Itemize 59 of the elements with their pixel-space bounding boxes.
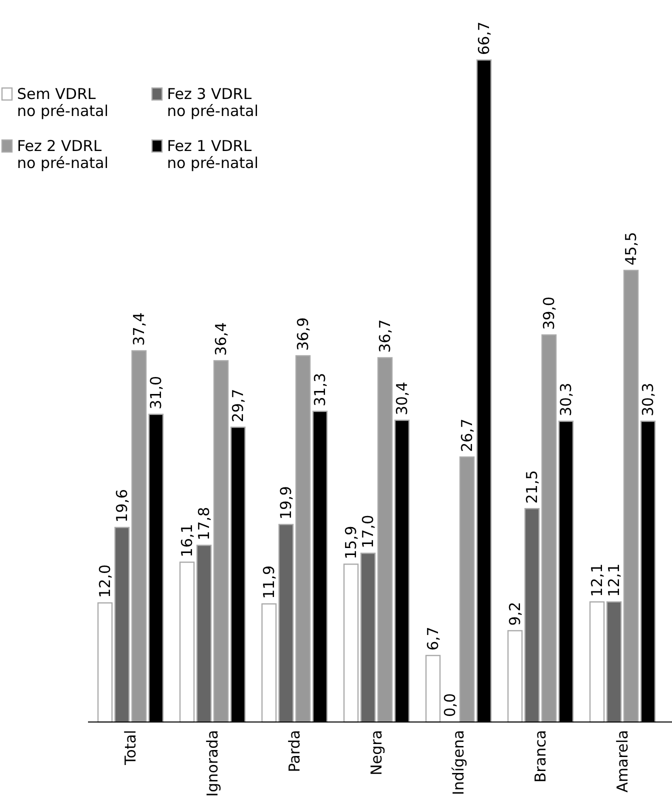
bar — [131, 350, 147, 723]
bar — [507, 630, 523, 723]
bar — [213, 360, 229, 723]
bar — [541, 334, 557, 723]
data-label: 36,7 — [376, 319, 394, 353]
bar — [606, 601, 622, 723]
data-label: 26,7 — [458, 418, 476, 452]
data-label: 21,5 — [523, 470, 541, 504]
bar — [97, 602, 113, 723]
data-label: 17,0 — [359, 514, 377, 548]
data-label: 36,9 — [294, 317, 312, 351]
data-label: 29,7 — [229, 388, 247, 422]
data-label: 12,1 — [588, 564, 606, 597]
data-label: 11,9 — [260, 565, 278, 599]
x-tick-label: Indígena — [450, 730, 468, 796]
data-label: 16,1 — [178, 524, 196, 558]
data-label: 36,4 — [212, 322, 230, 356]
bar — [459, 456, 475, 723]
bar — [295, 355, 311, 723]
x-tick-label: Negra — [368, 730, 386, 776]
data-label: 15,9 — [342, 526, 360, 560]
data-label: 17,8 — [195, 506, 213, 540]
bar — [360, 552, 376, 723]
legend-label: Fez 1 VDRL no pré-natal — [167, 137, 258, 172]
legend-label: Sem VDRL no pré-natal — [17, 85, 108, 120]
data-label: 12,1 — [605, 564, 623, 597]
data-label: 19,6 — [113, 489, 131, 522]
data-label: 6,7 — [424, 626, 442, 650]
bar — [425, 654, 441, 723]
bar — [196, 544, 212, 723]
bar — [114, 526, 130, 723]
bar — [623, 270, 639, 723]
data-label: 12,0 — [96, 564, 114, 598]
x-tick-label: Ignorada — [204, 730, 222, 797]
bar — [278, 524, 294, 723]
bar — [589, 601, 605, 723]
data-label: 31,0 — [147, 376, 165, 410]
data-label: 30,4 — [393, 382, 411, 416]
data-label: 31,3 — [311, 372, 329, 406]
data-label: 45,5 — [622, 232, 640, 266]
data-label: 66,7 — [475, 22, 493, 55]
x-tick-label: Amarela — [614, 730, 632, 792]
bar — [377, 357, 393, 723]
bar — [524, 508, 540, 723]
data-label: 30,3 — [557, 382, 575, 416]
data-label: 0,0 — [441, 693, 459, 717]
bar — [179, 562, 195, 723]
data-label: 19,9 — [277, 486, 295, 520]
legend-label: Fez 2 VDRL no pré-natal — [17, 137, 108, 172]
x-tick-label: Total — [122, 730, 140, 766]
data-label: 9,2 — [506, 602, 524, 626]
x-tick-label: Branca — [532, 730, 550, 783]
bar — [343, 564, 359, 723]
data-label: 39,0 — [540, 296, 558, 330]
data-label: 37,4 — [130, 312, 148, 346]
x-tick-label: Parda — [286, 730, 304, 772]
bar — [261, 603, 277, 723]
legend-label: Fez 3 VDRL no pré-natal — [167, 85, 258, 120]
data-label: 30,3 — [639, 382, 657, 416]
